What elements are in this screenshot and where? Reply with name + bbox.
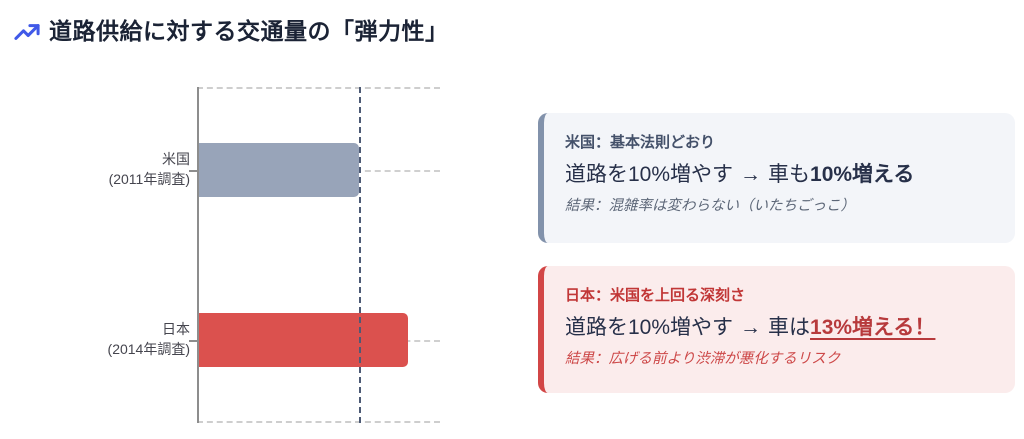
japan-card-heading: 日本：米国を上回る深刻さ xyxy=(565,287,746,304)
category-label-japan-name: 日本 xyxy=(162,321,190,337)
japan-emphasis-text: 13%増える！ xyxy=(810,316,936,339)
right-arrow-icon: → xyxy=(740,163,762,186)
japan-card-main-text: 道路を10%増やす → 車は13%増える！ xyxy=(565,314,991,341)
category-label-us: 米国 (2011年調査) xyxy=(40,150,190,189)
bar-us xyxy=(197,143,359,197)
plot-area xyxy=(189,87,440,423)
us-main-prefix: 道路を10%増やす xyxy=(565,163,734,186)
category-label-us-note: (2011年調査) xyxy=(108,170,190,187)
bar-japan xyxy=(197,313,408,367)
y-axis-line xyxy=(197,87,199,423)
us-emphasis-text: 10%増える xyxy=(810,163,915,186)
japan-main-prefix: 道路を10%増やす xyxy=(565,316,734,339)
chart-bottom-border xyxy=(197,421,440,423)
us-card-heading: 米国：基本法則どおり xyxy=(565,134,716,151)
us-main-mid: 車も xyxy=(768,163,811,186)
page-title: 道路供給に対する交通量の「弾力性」 xyxy=(49,18,449,45)
us-card-main-text: 道路を10%増やす → 車も10%増える xyxy=(565,161,991,188)
japan-card-result-text: 結果：広げる前より渋滞が悪化するリスク xyxy=(565,351,841,368)
axis-tick-japan xyxy=(189,340,197,342)
category-label-us-name: 米国 xyxy=(162,151,190,167)
chart-top-border xyxy=(197,87,440,89)
category-label-japan: 日本 (2014年調査) xyxy=(40,320,190,359)
trending-up-icon xyxy=(13,18,41,46)
axis-tick-us xyxy=(189,170,197,172)
header: 道路供給に対する交通量の「弾力性」 xyxy=(13,18,449,46)
right-arrow-icon: → xyxy=(740,316,762,339)
reference-line xyxy=(358,87,361,423)
japan-main-mid: 車は xyxy=(768,316,811,339)
japan-card: 日本：米国を上回る深刻さ 道路を10%増やす → 車は13%増える！ 結果：広げる前… xyxy=(538,266,1015,393)
us-card-result-text: 結果：混雑率は変わらない（いたちごっこ） xyxy=(565,198,855,215)
us-card: 米国：基本法則どおり 道路を10%増やす → 車も10%増える 結果：混雑率は変わら… xyxy=(538,113,1015,243)
category-label-japan-note: (2014年調査) xyxy=(107,340,190,357)
